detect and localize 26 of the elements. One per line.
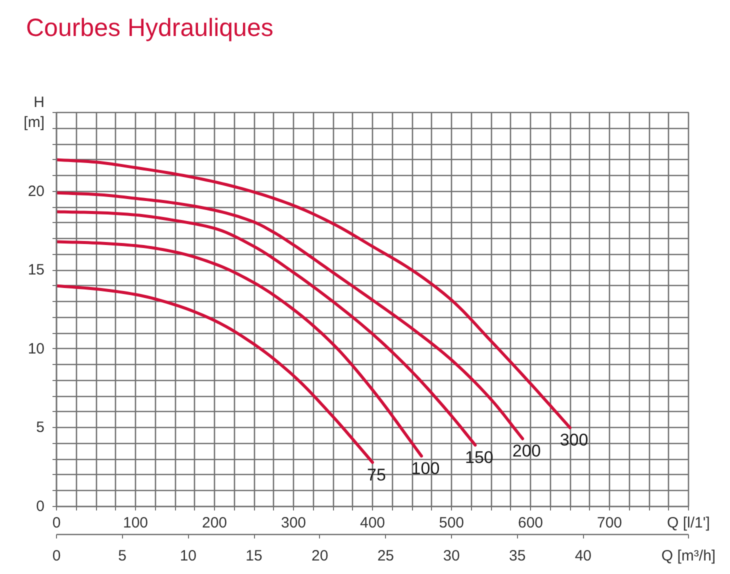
x-tick-label: 700 (596, 514, 622, 532)
y-tick-label: 15 (28, 262, 45, 279)
x-tick-label: 100 (122, 514, 148, 532)
x-tick-label: 400 (360, 514, 386, 532)
x2-tick-label: 25 (377, 548, 394, 564)
chart-title: Courbes Hydrauliques (26, 14, 274, 42)
x2-tick-label: 0 (52, 548, 61, 564)
x2-tick-label: 15 (246, 548, 262, 564)
x2-tick-label: 20 (311, 548, 328, 564)
x2-tick-label: 30 (443, 548, 460, 564)
y-tick-label: 10 (28, 340, 45, 358)
x2-tick-label: 40 (574, 548, 592, 564)
y-tick-label: 20 (28, 182, 45, 200)
y-tick-label: 5 (36, 419, 44, 436)
x-tick-label: 0 (52, 514, 61, 532)
x-tick-label: 500 (438, 514, 464, 532)
x-axis-title: Q [l/1'] (667, 514, 710, 532)
x2-axis-title: Q [m³/h] (661, 548, 716, 564)
x-tick-label: 300 (280, 514, 306, 532)
y-tick-label: 0 (36, 498, 44, 515)
x2-tick-label: 35 (508, 548, 526, 564)
x-tick-label: 600 (518, 514, 544, 532)
y-axis-title: H [m] (24, 94, 45, 132)
x2-tick-label: 5 (118, 548, 127, 564)
x-tick-label: 200 (202, 514, 228, 532)
x2-tick-label: 10 (180, 548, 197, 564)
